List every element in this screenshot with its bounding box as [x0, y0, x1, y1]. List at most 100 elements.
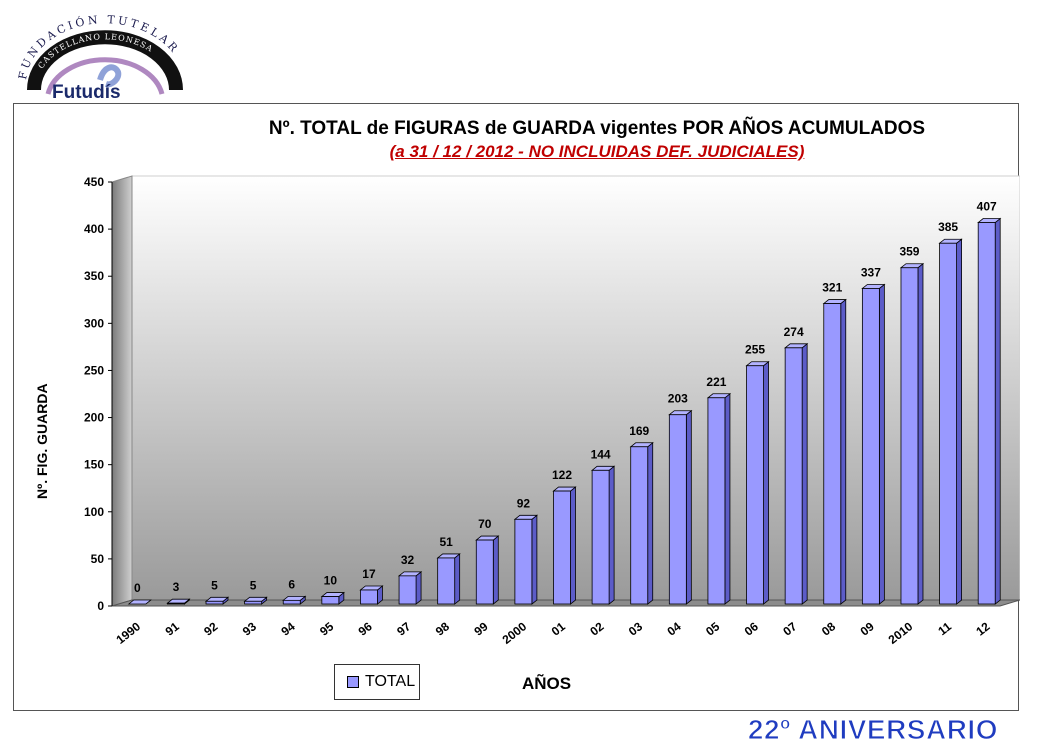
bar-side: [878, 283, 885, 605]
x-tick-label: 2010: [886, 619, 916, 647]
y-tick-label: 150: [84, 458, 104, 472]
data-label: 92: [517, 496, 531, 510]
data-label: 51: [439, 535, 453, 549]
x-tick-label: 03: [626, 619, 645, 638]
chart-title: Nº. TOTAL de FIGURAS de GUARDA vigentes …: [268, 118, 926, 139]
y-tick-label: 450: [84, 175, 104, 189]
bar-side: [801, 342, 808, 605]
bar: [861, 288, 880, 605]
bar-side: [570, 486, 576, 605]
bar: [475, 539, 494, 605]
legend-label: TOTAL: [365, 673, 416, 690]
bar: [360, 589, 378, 605]
bar: [746, 365, 764, 605]
data-label: 169: [629, 424, 649, 438]
logo-brand-text: Futudís: [52, 82, 121, 103]
bar-side: [531, 514, 538, 605]
bar: [167, 602, 185, 605]
data-label: 337: [861, 265, 881, 279]
bar-side: [917, 262, 924, 605]
foundation-logo: FUNDACIÓN TUTELAR CASTELLANO LEONESA Fut…: [8, 13, 198, 106]
chart-subtitle: (a 31 / 12 / 2012 - NO INCLUIDAS DEF. JU…: [389, 142, 805, 161]
data-label: 0: [134, 581, 141, 595]
bar-chart: 0501001502002503003504004500199039159259…: [84, 175, 1020, 647]
x-tick-label: 98: [433, 619, 452, 638]
data-label: 321: [822, 281, 842, 295]
data-label: 385: [938, 220, 958, 234]
x-tick-label: 06: [742, 619, 761, 638]
x-axis-label: AÑOS: [522, 674, 572, 693]
y-tick-label: 100: [84, 505, 104, 519]
y-axis-label: Nº. FIG. GUARDA: [34, 383, 50, 499]
bar: [939, 242, 957, 605]
bar: [553, 490, 571, 605]
data-label: 255: [745, 343, 765, 357]
data-label: 5: [250, 578, 257, 592]
data-label: 70: [478, 517, 492, 531]
y-tick-label: 300: [84, 316, 104, 330]
x-tick-label: 95: [317, 619, 336, 638]
bar: [900, 267, 919, 605]
data-label: 203: [668, 392, 688, 406]
x-tick-label: 09: [858, 619, 877, 638]
x-tick-label: 93: [240, 619, 259, 638]
bar-side: [415, 571, 422, 605]
x-tick-label: 12: [973, 619, 992, 638]
bar: [398, 575, 417, 605]
x-tick-label: 11: [935, 619, 954, 638]
data-label: 359: [899, 245, 919, 259]
legend-swatch: [347, 676, 359, 688]
x-tick-label: 1990: [113, 619, 143, 647]
bar-top: [127, 599, 152, 605]
y-tick-label: 400: [84, 222, 104, 236]
bar-side: [608, 465, 615, 605]
bar: [437, 557, 456, 605]
anniversary-banner: 22º ANIVERSARIO: [747, 714, 998, 746]
data-label: 407: [977, 200, 997, 214]
chart-back-wall: [131, 175, 1020, 601]
bar: [205, 600, 224, 605]
x-tick-label: 04: [665, 619, 684, 638]
x-tick-label: 97: [394, 619, 413, 638]
bar-side: [763, 360, 769, 605]
bar: [514, 518, 533, 605]
bar-side: [724, 392, 731, 605]
bar: [630, 446, 649, 605]
bar-side: [685, 409, 692, 605]
bar: [321, 596, 340, 605]
data-label: 32: [401, 553, 415, 567]
bar-side: [994, 217, 1001, 605]
bar-side: [956, 238, 962, 605]
y-tick-label: 200: [84, 411, 104, 425]
data-label: 122: [552, 468, 572, 482]
data-label: 144: [591, 447, 611, 461]
bar: [244, 600, 263, 605]
data-label: 3: [173, 580, 180, 594]
x-tick-label: 08: [819, 619, 838, 638]
bar: [823, 303, 842, 605]
x-tick-label: 91: [163, 619, 182, 638]
data-label: 5: [211, 578, 218, 592]
bar: [977, 222, 996, 605]
data-label: 10: [324, 574, 338, 588]
y-tick-label: 0: [97, 599, 104, 613]
x-tick-label: 99: [471, 619, 490, 638]
x-tick-label: 01: [549, 619, 568, 638]
bar: [591, 469, 610, 605]
y-tick-label: 350: [84, 269, 104, 283]
x-tick-label: 94: [278, 619, 297, 638]
bar-side: [647, 441, 654, 605]
x-tick-label: 92: [201, 619, 220, 638]
x-tick-label: 07: [780, 619, 799, 638]
y-tick-label: 250: [84, 363, 104, 377]
x-tick-label: 05: [703, 619, 722, 638]
data-label: 17: [362, 567, 376, 581]
chart-side-wall: [111, 175, 133, 607]
bar: [784, 347, 803, 605]
x-tick-label: 96: [356, 619, 375, 638]
y-tick-label: 50: [91, 552, 105, 566]
bar: [282, 599, 301, 605]
x-tick-label: 02: [587, 619, 606, 638]
bar: [668, 414, 687, 605]
data-label: 6: [288, 577, 295, 591]
